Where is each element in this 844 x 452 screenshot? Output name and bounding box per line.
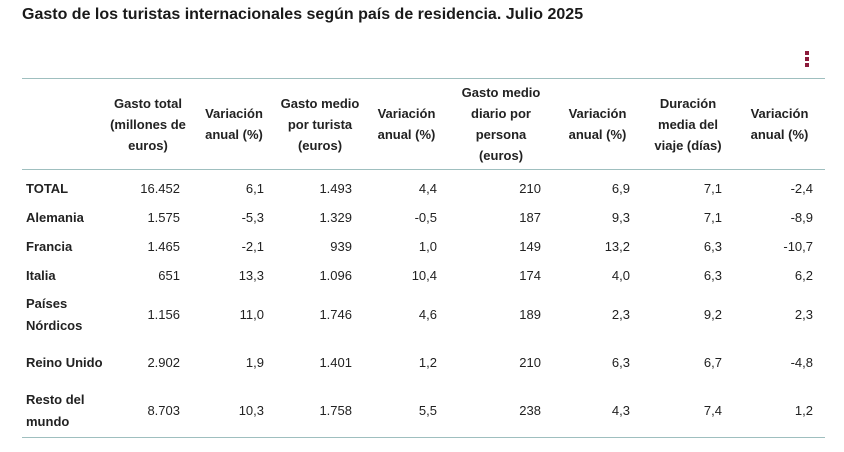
table-cell: 11,0: [239, 307, 264, 322]
table-cell: 5,5: [418, 403, 437, 418]
table-cell: 6,2: [794, 267, 813, 283]
table-cell: 2.902: [147, 354, 180, 370]
column-header-gasto-diario: Gasto medio diario por persona (euros): [461, 85, 541, 163]
vertical-dots-icon: [805, 57, 809, 61]
column-header-variacion-gasto-medio: Variación anual (%): [377, 106, 436, 142]
table-cell: 238: [519, 403, 541, 418]
table-cell: 2,3: [611, 307, 630, 322]
table-row: Alemania 1.575 -5,3 1.329 -0,5 187 9,3 7…: [22, 203, 825, 232]
table-cell: 6,3: [611, 354, 630, 370]
table-cell: -2,4: [790, 180, 813, 196]
table-cell: 210: [519, 180, 541, 196]
table-row: Francia 1.465 -2,1 939 1,0 149 13,2 6,3 …: [22, 232, 825, 261]
table-cell: 1.465: [147, 238, 180, 254]
table-cell: 1.746: [319, 307, 352, 322]
table-cell: 210: [519, 354, 541, 370]
table-cell: -2,1: [241, 238, 264, 254]
table-cell: 7,1: [703, 209, 722, 225]
column-header-gasto-medio-turista: Gasto medio por turista (euros): [280, 95, 360, 153]
table-cell: 6,1: [245, 180, 264, 196]
vertical-dots-icon: [805, 63, 809, 67]
table-cell: -0,5: [414, 209, 437, 225]
table-cell: 10,4: [411, 267, 437, 283]
row-label: TOTAL: [26, 180, 69, 196]
table-cell: 1.758: [319, 403, 352, 418]
vertical-dots-icon: [805, 51, 809, 55]
table-cell: 1,0: [418, 238, 437, 254]
table-cell: 1.329: [319, 209, 352, 225]
table-cell: 189: [519, 307, 541, 322]
row-label: Alemania: [26, 209, 84, 225]
table-row: TOTAL 16.452 6,1 1.493 4,4 210 6,9 7,1 -…: [22, 170, 825, 204]
row-label: Italia: [26, 267, 56, 283]
table-cell: 6,3: [703, 267, 722, 283]
table-cell: 16.452: [140, 180, 180, 196]
more-options-button[interactable]: [801, 51, 813, 71]
table-cell: 174: [519, 267, 541, 283]
table-cell: -8,9: [790, 209, 813, 225]
table-cell: 6,3: [703, 238, 722, 254]
column-header-variacion-gasto-total: Variación anual (%): [205, 106, 263, 142]
table-cell: 4,4: [418, 180, 437, 196]
table-header-row: Gasto total (millones de euros) Variació…: [22, 78, 825, 170]
row-label: Países Nórdicos: [26, 296, 83, 333]
table-cell: 651: [158, 267, 180, 283]
table-cell: 1.493: [319, 180, 352, 196]
column-header-gasto-total: Gasto total (millones de euros): [110, 95, 186, 153]
table-cell: -5,3: [241, 209, 264, 225]
table-cell: 2,3: [794, 307, 813, 322]
data-table-container: Gasto total (millones de euros) Variació…: [22, 78, 825, 438]
table-cell: 1.401: [319, 354, 352, 370]
table-cell: 6,7: [703, 354, 722, 370]
table-cell: 187: [519, 209, 541, 225]
table-row: Italia 651 13,3 1.096 10,4 174 4,0 6,3 6…: [22, 261, 825, 290]
table-cell: 1.096: [319, 267, 352, 283]
table-cell: 4,6: [418, 307, 437, 322]
table-cell: 1.156: [147, 307, 180, 322]
table-row: Resto del mundo 8.703 10,3 1.758 5,5 238…: [22, 385, 825, 438]
table-cell: 939: [330, 238, 352, 254]
column-header-variacion-gasto-diario: Variación anual (%): [568, 106, 627, 142]
table-cell: 7,4: [703, 403, 722, 418]
table-cell: 1.575: [147, 209, 180, 225]
table-cell: 6,9: [611, 180, 630, 196]
table-cell: 10,3: [238, 403, 264, 418]
table-row: Reino Unido 2.902 1,9 1.401 1,2 210 6,3 …: [22, 340, 825, 385]
table-cell: 149: [519, 238, 541, 254]
table-cell: 13,3: [238, 267, 264, 283]
column-header-variacion-duracion: Variación anual (%): [750, 106, 809, 142]
table-cell: 8.703: [147, 403, 180, 418]
table-cell: 7,1: [703, 180, 722, 196]
table-cell: -4,8: [790, 354, 813, 370]
table-cell: 9,3: [611, 209, 630, 225]
row-label: Resto del mundo: [26, 392, 85, 429]
table-cell: 4,3: [611, 403, 630, 418]
data-table: Gasto total (millones de euros) Variació…: [22, 78, 825, 438]
column-header-country: [22, 79, 104, 170]
table-cell: 13,2: [604, 238, 630, 254]
row-label: Francia: [26, 238, 73, 254]
table-cell: 1,9: [245, 354, 264, 370]
table-cell: 4,0: [611, 267, 630, 283]
table-cell: -10,7: [783, 238, 813, 254]
page-title: Gasto de los turistas internacionales se…: [22, 6, 584, 23]
table-row: Países Nórdicos 1.156 11,0 1.746 4,6 189…: [22, 290, 825, 340]
table-cell: 9,2: [703, 307, 722, 322]
row-label: Reino Unido: [26, 354, 103, 370]
table-cell: 1,2: [418, 354, 437, 370]
table-cell: 1,2: [794, 403, 813, 418]
column-header-duracion: Duración media del viaje (días): [654, 95, 722, 153]
